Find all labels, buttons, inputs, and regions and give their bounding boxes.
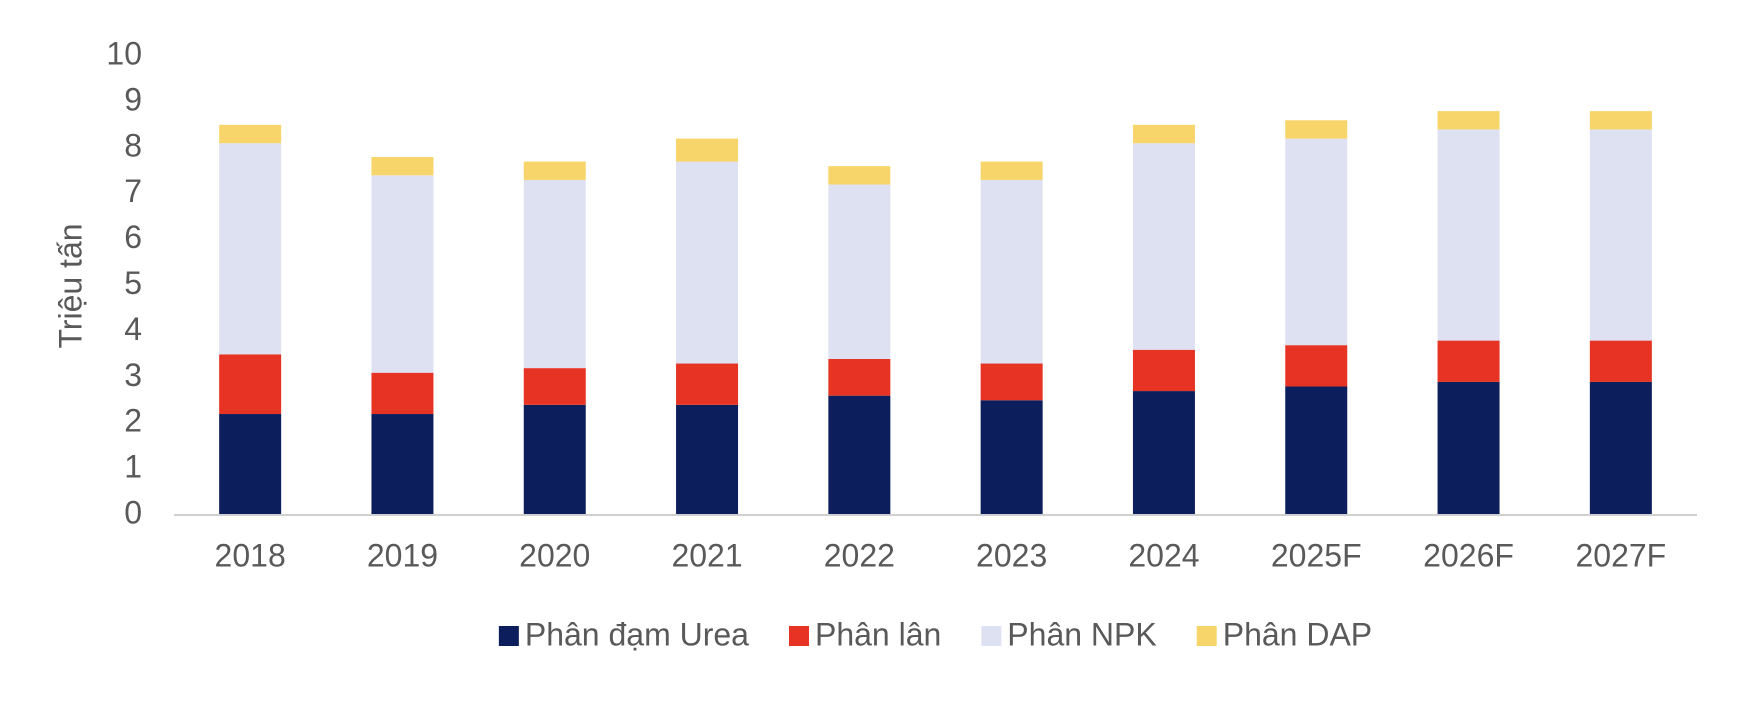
legend-swatch xyxy=(981,626,1002,646)
bar-segment xyxy=(980,161,1043,180)
legend-label: Phân đạm Urea xyxy=(525,616,749,652)
bar-segment xyxy=(980,400,1043,515)
bar-segment xyxy=(1437,381,1500,515)
bar-segment xyxy=(523,404,586,515)
legend-label: Phân NPK xyxy=(1007,616,1156,652)
x-tick-label: 2018 xyxy=(215,537,286,573)
bar-segment xyxy=(1589,381,1652,515)
bar-segment xyxy=(371,372,434,415)
bar-segment xyxy=(371,175,434,373)
y-tick-label: 1 xyxy=(124,449,142,485)
bar-segment xyxy=(371,414,434,515)
x-tick-label: 2026F xyxy=(1423,537,1514,573)
legend-swatch xyxy=(498,626,519,646)
bar-segment xyxy=(1589,129,1652,341)
bar-segment xyxy=(1589,111,1652,130)
bar-segment xyxy=(1285,345,1348,387)
legend-label: Phân lân xyxy=(815,616,941,652)
bar-segment xyxy=(676,363,739,405)
bar-segment xyxy=(828,166,891,185)
y-tick-label: 4 xyxy=(124,311,142,347)
bar-segment xyxy=(828,358,891,396)
y-tick-label: 10 xyxy=(106,35,142,71)
bar-segment xyxy=(1437,111,1500,130)
bar-segment xyxy=(1132,349,1195,392)
x-tick-label: 2025F xyxy=(1271,537,1362,573)
bar-segment xyxy=(1132,124,1195,144)
x-tick-label: 2022 xyxy=(824,537,895,573)
legend-label: Phân DAP xyxy=(1223,616,1372,652)
bar-segment xyxy=(1132,391,1195,515)
bar-segment xyxy=(828,184,891,359)
y-tick-label: 3 xyxy=(124,357,142,393)
x-tick-label: 2024 xyxy=(1128,537,1199,573)
bar-segment xyxy=(1437,340,1500,382)
bar-segment xyxy=(371,156,434,176)
y-tick-label: 9 xyxy=(124,81,142,117)
x-tick-label: 2027F xyxy=(1575,537,1666,573)
bar-segment xyxy=(676,138,739,162)
bar-segment xyxy=(676,161,739,364)
x-tick-label: 2023 xyxy=(976,537,1047,573)
y-tick-label: 6 xyxy=(124,219,142,255)
bar-segment xyxy=(1285,138,1348,346)
bar-segment xyxy=(980,363,1043,401)
bar-segment xyxy=(828,395,891,515)
legend-swatch xyxy=(1196,626,1217,646)
x-tick-label: 2019 xyxy=(367,537,438,573)
bar-segment xyxy=(219,143,282,355)
bar-segment xyxy=(980,179,1043,364)
y-tick-label: 0 xyxy=(124,494,142,530)
bar-segment xyxy=(1437,129,1500,341)
bar-segment xyxy=(523,179,586,369)
bar-segment xyxy=(523,368,586,405)
y-axis-label: Triệu tấn xyxy=(52,223,88,348)
bar-segment xyxy=(1285,120,1348,139)
y-tick-label: 8 xyxy=(124,127,142,163)
x-tick-label: 2020 xyxy=(519,537,590,573)
bar-segment xyxy=(523,161,586,180)
y-tick-label: 7 xyxy=(124,173,142,209)
y-tick-label: 2 xyxy=(124,403,142,439)
bar-segment xyxy=(219,354,282,415)
bar-segment xyxy=(1589,340,1652,382)
bar-segment xyxy=(676,404,739,515)
bar-segment xyxy=(1285,386,1348,515)
legend-swatch xyxy=(788,626,809,646)
x-tick-label: 2021 xyxy=(671,537,742,573)
y-tick-label: 5 xyxy=(124,265,142,301)
bar-segment xyxy=(1132,143,1195,350)
bar-segment xyxy=(219,414,282,515)
bar-segment xyxy=(219,124,282,144)
